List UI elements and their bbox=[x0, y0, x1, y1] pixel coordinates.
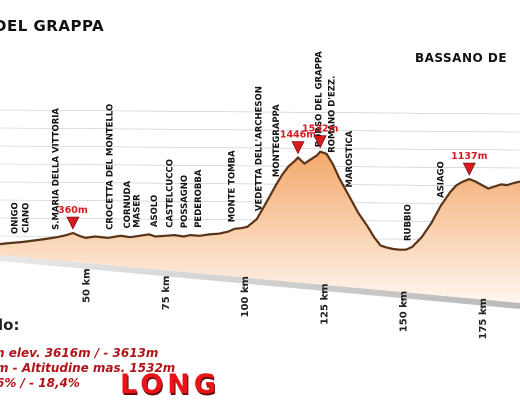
town-label: VEDETTA DELL'ARCHESON bbox=[254, 86, 264, 211]
summit-marker bbox=[313, 135, 327, 149]
grid-line bbox=[0, 109, 520, 115]
x-ticks: 50 km 75 km 100 km 125 km 150 km 175 km bbox=[82, 268, 489, 339]
grid-line bbox=[0, 127, 520, 133]
x-tick-label: 150 km bbox=[399, 291, 410, 332]
profile-ridge bbox=[0, 150, 520, 251]
town-label: CROCETTA DEL MONTELLO bbox=[105, 104, 115, 230]
town-label: POSSAGNO bbox=[180, 175, 190, 228]
road-band bbox=[0, 255, 520, 309]
x-tick-label: 100 km bbox=[240, 276, 251, 317]
grid-line bbox=[0, 199, 520, 205]
summit-altitude-label: 360m bbox=[58, 205, 88, 216]
x-tick-label: 50 km bbox=[82, 268, 93, 302]
summit-marker bbox=[462, 162, 476, 176]
town-labels: ONIGO CIANO S.MARIA DELLA VITTORIA CROCETTA… bbox=[10, 51, 446, 241]
stage-start-title: DEL GRAPPA bbox=[0, 17, 105, 35]
town-label: S.MARIA DELLA VITTORIA bbox=[52, 108, 62, 230]
profile-area bbox=[0, 151, 520, 303]
town-label: MONTEGRAPPA bbox=[272, 104, 282, 177]
town-label: CORNUDA bbox=[123, 180, 133, 228]
town-label: ASOLO bbox=[150, 195, 160, 227]
town-label: CASTELCUCCO bbox=[166, 159, 176, 228]
summit-altitude-label: 1446m bbox=[280, 130, 316, 141]
gradient-range: 6% / - 18,4% bbox=[0, 376, 80, 390]
town-label: PEDEROBBA bbox=[194, 169, 204, 228]
grid-line bbox=[0, 181, 520, 187]
max-altitude: m - Altitudine mas. 1532m bbox=[0, 361, 176, 375]
stage-end-title: BASSANO DE bbox=[415, 51, 508, 65]
town-label: ASIAGO bbox=[437, 161, 447, 198]
town-label: BORSO DEL GRAPPA bbox=[315, 51, 325, 148]
town-label: ONIGO bbox=[10, 202, 20, 234]
grid-line bbox=[0, 145, 520, 151]
town-label: CIANO bbox=[21, 203, 31, 233]
town-label: ROMANO D'EZZ. bbox=[327, 76, 337, 153]
summit-marker bbox=[66, 216, 80, 230]
x-tick-label: 125 km bbox=[319, 283, 330, 324]
summit-marker bbox=[291, 141, 305, 155]
x-tick-label: 175 km bbox=[478, 298, 489, 339]
town-label: MAROSTICA bbox=[345, 130, 355, 187]
section-label: lo: bbox=[0, 316, 20, 334]
elevation-gain: n elev. 3616m / - 3613m bbox=[0, 346, 159, 360]
town-label: MONTE TOMBA bbox=[228, 150, 238, 222]
town-label: MASER bbox=[132, 194, 142, 228]
summit-altitude-label: 1137m bbox=[451, 151, 487, 162]
x-tick-label: 75 km bbox=[161, 276, 172, 310]
town-label: RUBBIO bbox=[403, 204, 413, 241]
grid-line bbox=[0, 163, 520, 169]
summit-altitude-label: 1532m bbox=[302, 124, 338, 135]
route-badge: LONG bbox=[120, 369, 220, 400]
